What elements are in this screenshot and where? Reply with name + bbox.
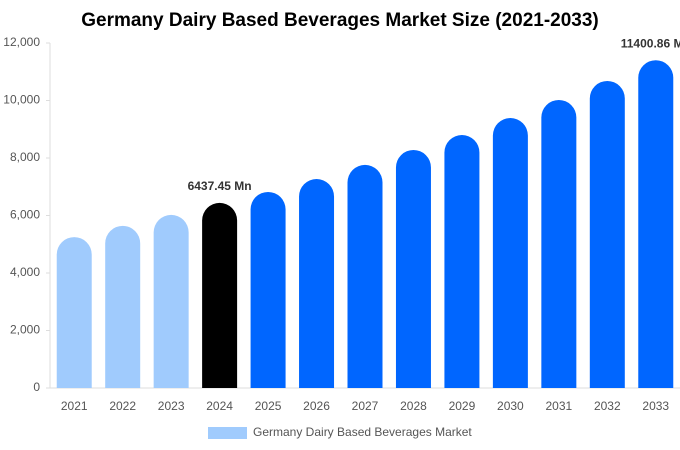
x-tick-label: 2032 <box>594 399 621 413</box>
x-tick-label: 2031 <box>545 399 572 413</box>
y-tick-label: 4,000 <box>10 265 40 279</box>
y-tick-label: 0 <box>33 380 40 394</box>
bar <box>105 225 141 388</box>
x-tick-label: 2029 <box>449 399 476 413</box>
bar <box>492 118 528 389</box>
bar <box>153 214 189 388</box>
x-tick-label: 2022 <box>109 399 136 413</box>
bar <box>395 149 431 388</box>
legend-swatch <box>208 427 247 439</box>
y-tick-label: 12,000 <box>3 35 40 49</box>
legend-label: Germany Dairy Based Beverages Market <box>253 425 472 439</box>
x-tick-label: 2021 <box>61 399 88 413</box>
x-tick-label: 2030 <box>497 399 524 413</box>
value-label: 6437.45 Mn <box>188 179 252 193</box>
x-tick-label: 2023 <box>158 399 185 413</box>
y-tick-label: 10,000 <box>3 93 40 107</box>
bar <box>56 237 92 388</box>
bar <box>202 202 238 388</box>
bar <box>541 99 577 389</box>
x-tick-label: 2025 <box>255 399 282 413</box>
chart-title: Germany Dairy Based Beverages Market Siz… <box>81 10 599 31</box>
bar <box>638 60 674 388</box>
bar <box>250 191 286 388</box>
bar <box>589 80 625 388</box>
bar <box>347 164 383 388</box>
y-tick-label: 2,000 <box>10 323 40 337</box>
bar <box>299 178 335 388</box>
y-tick-label: 8,000 <box>10 150 40 164</box>
x-tick-label: 2033 <box>642 399 669 413</box>
x-tick-label: 2026 <box>303 399 330 413</box>
x-tick-label: 2027 <box>352 399 379 413</box>
y-tick-label: 6,000 <box>10 208 40 222</box>
bar <box>444 135 480 388</box>
value-label: 11400.86 Mn <box>621 36 680 50</box>
x-tick-label: 2024 <box>206 399 233 413</box>
x-tick-label: 2028 <box>400 399 427 413</box>
